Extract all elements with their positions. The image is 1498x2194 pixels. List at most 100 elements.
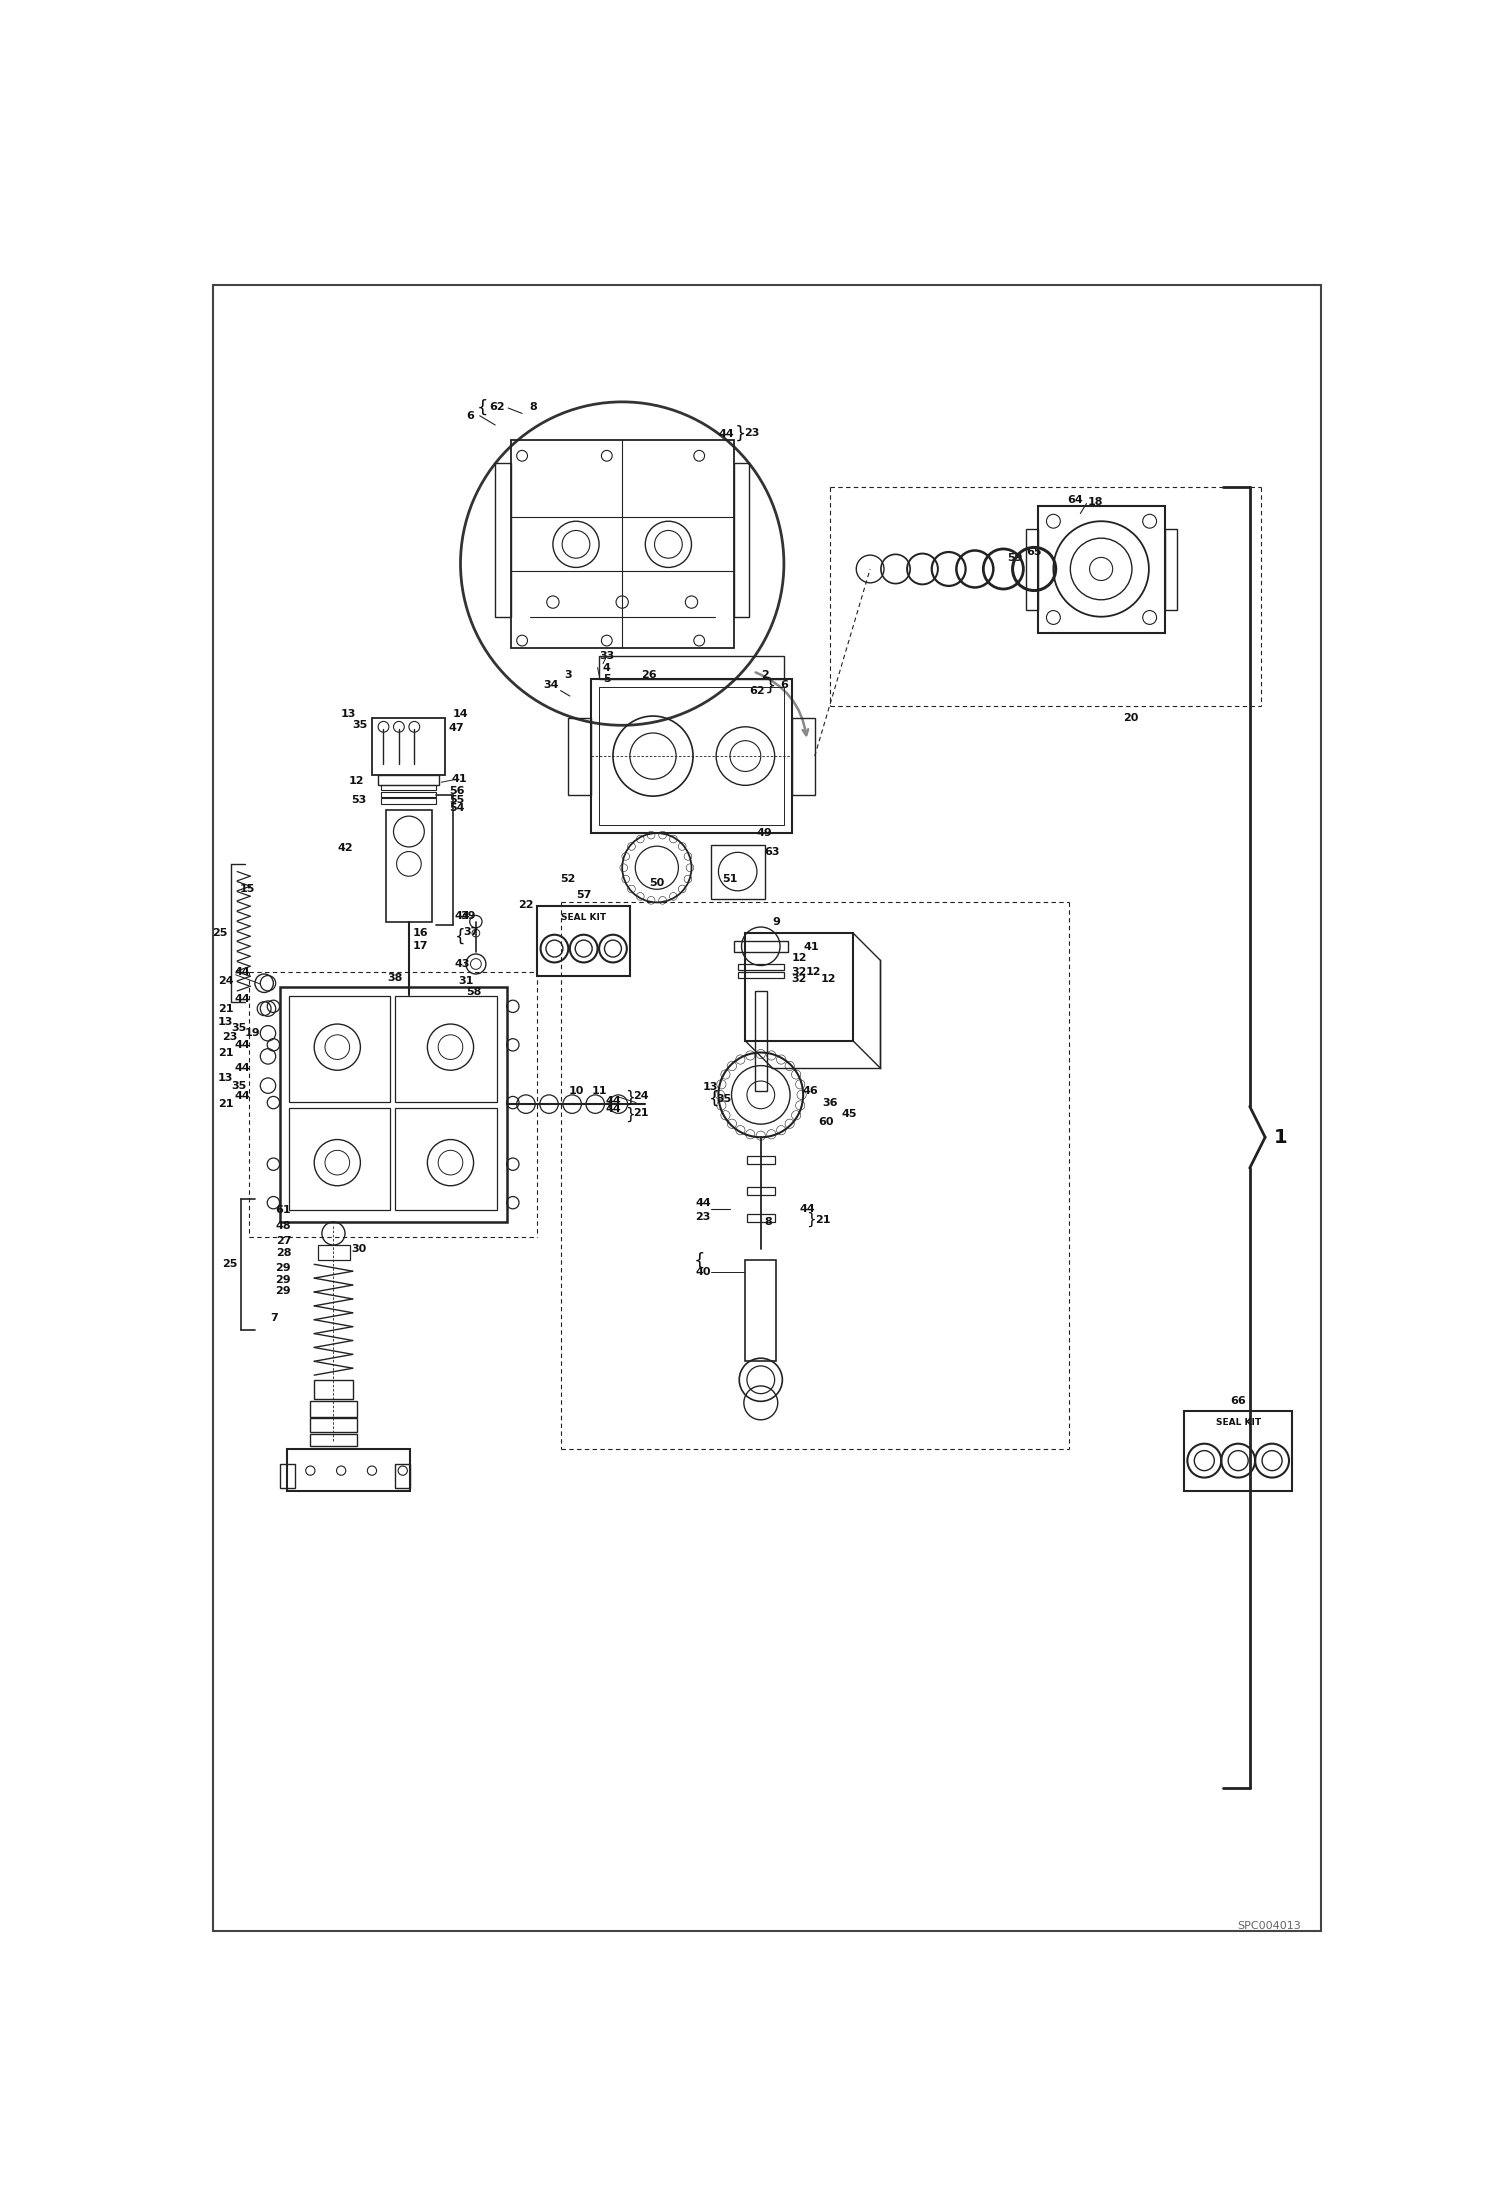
Bar bbox=[568, 717, 592, 794]
Text: 46: 46 bbox=[803, 1086, 819, 1097]
Bar bbox=[395, 1108, 497, 1209]
Text: 8: 8 bbox=[764, 1218, 773, 1226]
Text: 55: 55 bbox=[449, 794, 464, 805]
Text: 44: 44 bbox=[235, 994, 250, 1003]
Bar bbox=[289, 996, 391, 1101]
Text: 11: 11 bbox=[592, 1086, 607, 1097]
Bar bbox=[395, 1463, 410, 1488]
Text: }: } bbox=[625, 1106, 635, 1121]
Text: 62: 62 bbox=[749, 687, 765, 695]
Bar bbox=[1165, 529, 1176, 610]
Text: 13: 13 bbox=[217, 1073, 234, 1084]
Text: 47: 47 bbox=[449, 722, 464, 733]
Text: 41: 41 bbox=[803, 941, 819, 952]
Text: 43: 43 bbox=[454, 959, 470, 970]
Text: 9: 9 bbox=[773, 917, 780, 926]
Text: 54: 54 bbox=[449, 803, 464, 814]
Bar bbox=[746, 932, 854, 1040]
Bar bbox=[496, 463, 511, 617]
Text: 21: 21 bbox=[217, 1099, 234, 1110]
Text: 60: 60 bbox=[818, 1117, 834, 1128]
Text: {: { bbox=[455, 928, 466, 946]
Bar bbox=[386, 810, 431, 921]
Text: SPC004013: SPC004013 bbox=[1237, 1922, 1300, 1931]
Text: 32: 32 bbox=[791, 974, 807, 985]
Text: 57: 57 bbox=[577, 891, 592, 900]
Bar bbox=[1026, 529, 1038, 610]
Text: 44: 44 bbox=[235, 1040, 250, 1051]
Bar bbox=[318, 1244, 351, 1259]
Text: 44: 44 bbox=[695, 1198, 712, 1207]
Text: 23: 23 bbox=[745, 428, 759, 437]
Text: 36: 36 bbox=[822, 1097, 837, 1108]
Text: 40: 40 bbox=[695, 1266, 710, 1277]
Text: 35: 35 bbox=[231, 1022, 246, 1033]
Text: 37: 37 bbox=[463, 926, 478, 937]
Text: 52: 52 bbox=[560, 873, 577, 884]
Bar bbox=[734, 463, 749, 617]
Text: 49: 49 bbox=[756, 827, 773, 838]
Text: 6: 6 bbox=[466, 410, 473, 421]
Text: 56: 56 bbox=[449, 785, 464, 796]
Text: 42: 42 bbox=[337, 842, 354, 853]
Text: 44: 44 bbox=[605, 1104, 620, 1115]
Bar bbox=[310, 1417, 357, 1433]
Bar bbox=[380, 792, 436, 796]
Text: 26: 26 bbox=[641, 669, 658, 680]
Text: 14: 14 bbox=[452, 709, 469, 720]
Text: 4: 4 bbox=[602, 663, 611, 674]
Text: 12: 12 bbox=[806, 968, 821, 976]
Text: 32: 32 bbox=[791, 968, 807, 976]
Bar bbox=[310, 1433, 357, 1446]
Text: 44: 44 bbox=[718, 430, 734, 439]
Text: 18: 18 bbox=[1088, 498, 1104, 507]
Text: 51: 51 bbox=[722, 873, 737, 884]
Text: 21: 21 bbox=[815, 1215, 830, 1224]
Bar bbox=[310, 1402, 357, 1417]
Bar bbox=[592, 680, 791, 834]
Bar bbox=[372, 717, 445, 774]
Bar bbox=[1185, 1411, 1293, 1492]
Bar bbox=[748, 1213, 774, 1222]
Bar bbox=[289, 1108, 391, 1209]
Text: 30: 30 bbox=[351, 1244, 367, 1255]
Text: 29: 29 bbox=[276, 1264, 291, 1273]
Text: 15: 15 bbox=[240, 884, 255, 893]
Text: 17: 17 bbox=[413, 941, 428, 952]
Text: 35: 35 bbox=[716, 1095, 731, 1104]
Text: 24: 24 bbox=[217, 976, 234, 985]
Bar bbox=[280, 1463, 295, 1488]
Bar bbox=[599, 687, 783, 825]
Text: 22: 22 bbox=[518, 900, 533, 911]
Bar bbox=[734, 941, 788, 952]
Bar bbox=[737, 963, 783, 970]
Text: 28: 28 bbox=[276, 1248, 291, 1257]
Text: }: } bbox=[806, 1211, 816, 1226]
Text: }: } bbox=[734, 426, 746, 443]
Text: 29: 29 bbox=[276, 1275, 291, 1286]
Text: 39: 39 bbox=[460, 911, 476, 921]
Bar bbox=[748, 1156, 774, 1165]
Text: 13: 13 bbox=[342, 709, 357, 720]
Text: 44: 44 bbox=[235, 968, 250, 976]
Text: {: { bbox=[476, 399, 488, 417]
Bar bbox=[377, 774, 439, 785]
Text: 19: 19 bbox=[244, 1029, 261, 1038]
Text: 44: 44 bbox=[798, 1205, 815, 1213]
Bar bbox=[280, 987, 506, 1222]
Text: SEAL KIT: SEAL KIT bbox=[562, 913, 607, 921]
Bar bbox=[1038, 507, 1165, 632]
Text: 64: 64 bbox=[1067, 496, 1083, 505]
Text: 44: 44 bbox=[235, 1090, 250, 1101]
Text: 7: 7 bbox=[270, 1314, 279, 1323]
Bar bbox=[380, 799, 436, 803]
Text: 16: 16 bbox=[412, 928, 428, 939]
Text: 65: 65 bbox=[1026, 546, 1043, 557]
Text: 27: 27 bbox=[276, 1235, 291, 1246]
Text: 45: 45 bbox=[842, 1110, 857, 1119]
Text: 5: 5 bbox=[604, 674, 611, 685]
Text: {: { bbox=[709, 1090, 721, 1108]
Bar bbox=[710, 845, 764, 900]
Text: 2: 2 bbox=[761, 669, 768, 680]
Text: {: { bbox=[694, 1251, 706, 1270]
